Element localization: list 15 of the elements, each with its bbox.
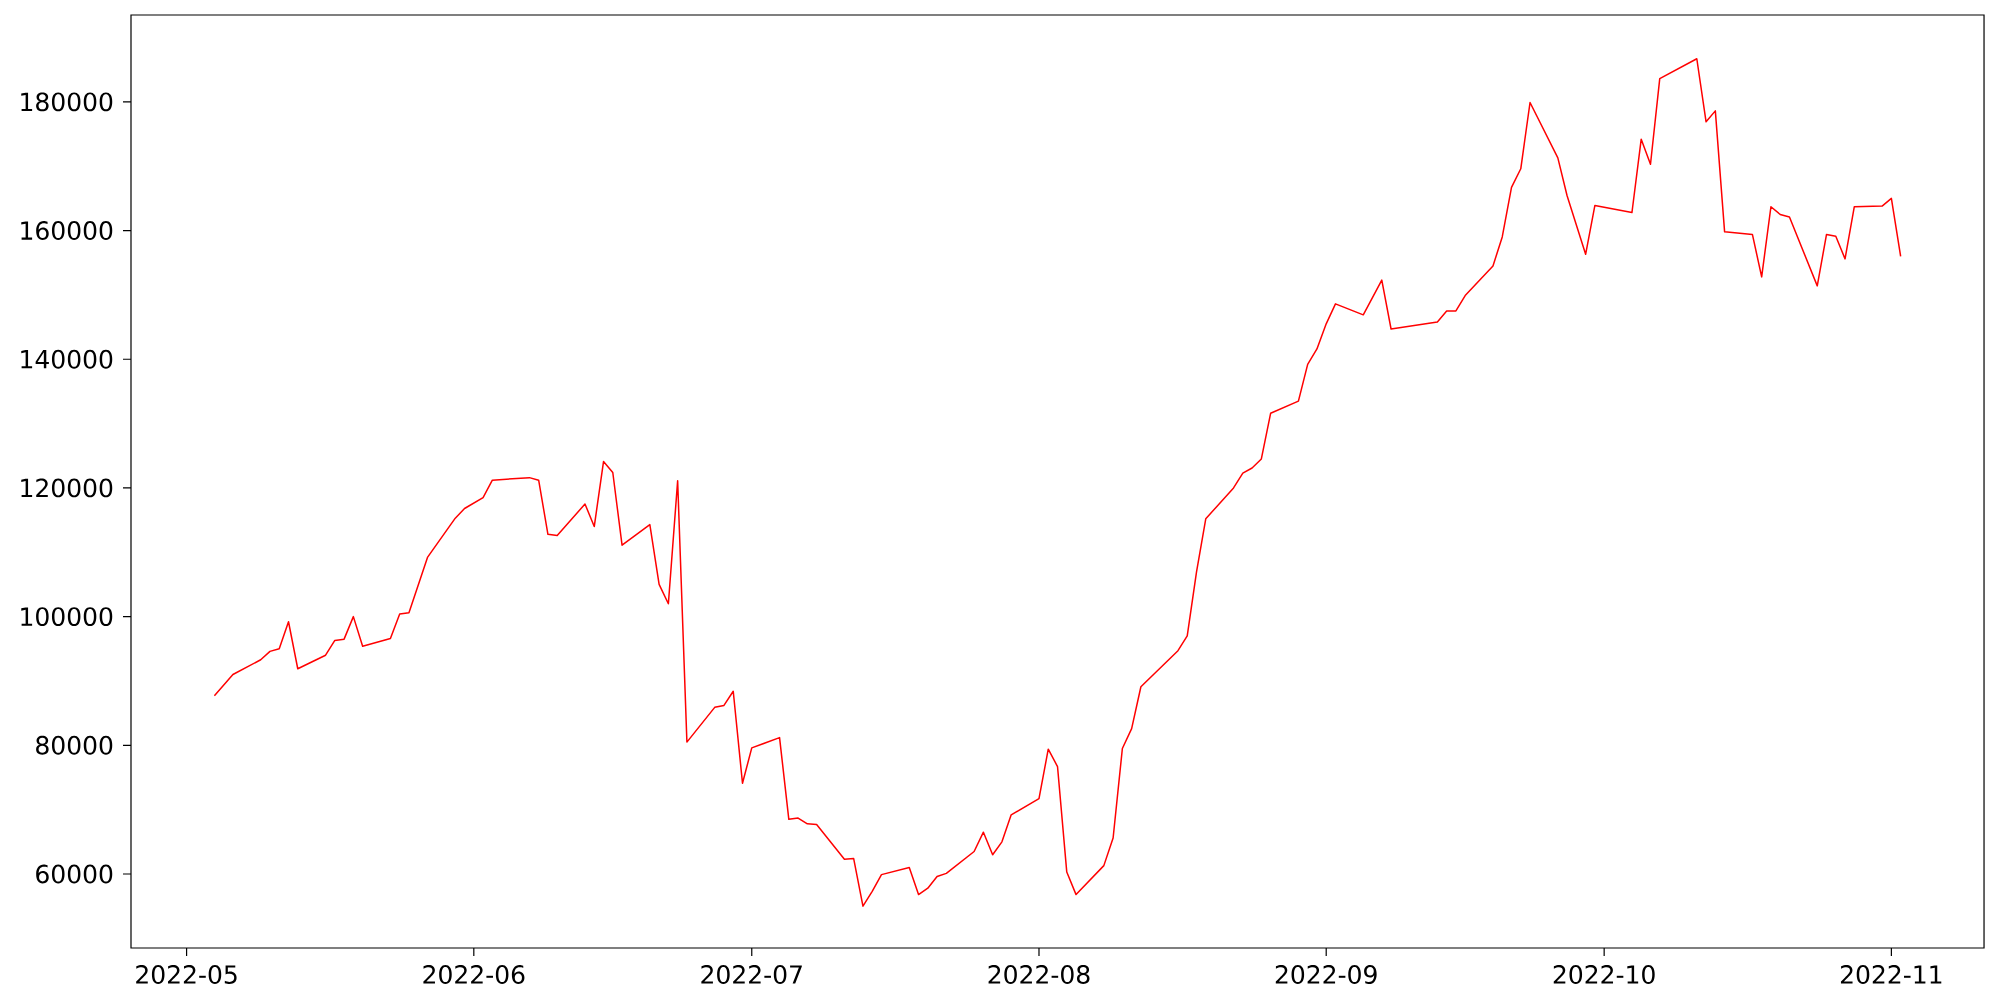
- y-tick-label: 60000: [36, 864, 113, 884]
- x-tick-label: 2022-06: [423, 965, 525, 984]
- y-tick-label: 100000: [21, 607, 113, 627]
- y-tick-label: 180000: [21, 92, 113, 112]
- y-tick-label: 160000: [21, 221, 113, 240]
- x-tick-label: 2022-07: [701, 965, 802, 984]
- x-tick-label: 2022-10: [1553, 965, 1655, 984]
- x-tick-label: 2022-08: [988, 965, 1090, 984]
- x-tick-label: 2022-11: [1840, 965, 1942, 984]
- x-tick-label: 2022-09: [1275, 965, 1377, 984]
- y-tick-label: 120000: [21, 478, 113, 498]
- line-series: [213, 57, 1902, 907]
- x-tick-label: 2022-05: [136, 965, 237, 984]
- y-tick-label: 140000: [21, 349, 113, 369]
- y-tick-label: 80000: [36, 735, 113, 755]
